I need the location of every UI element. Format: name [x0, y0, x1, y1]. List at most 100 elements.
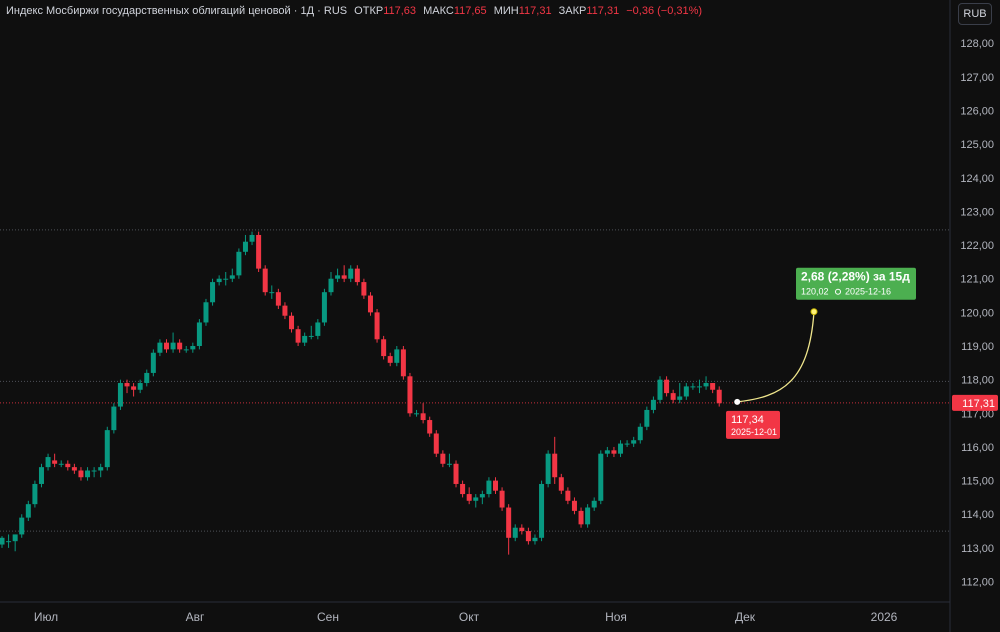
candle-body [427, 420, 433, 434]
candle [98, 463, 104, 478]
candle-body [131, 386, 137, 390]
candle-body [618, 443, 624, 454]
candle [210, 278, 216, 306]
candle [657, 376, 663, 404]
candle [85, 467, 91, 481]
candle-body [328, 278, 334, 293]
price-tick-label: 124,00 [960, 173, 994, 185]
price-tick-label: 116,00 [961, 442, 994, 454]
candle-body [493, 480, 498, 491]
candle-body [65, 463, 71, 468]
candle-body [25, 504, 31, 518]
low-label: МИН [493, 5, 519, 17]
candle [400, 346, 406, 380]
candle [249, 231, 255, 246]
high-value: 117,65 [453, 5, 487, 17]
candle [703, 376, 709, 390]
candle [170, 332, 176, 353]
candle [104, 426, 110, 471]
candle [585, 504, 591, 528]
candle-body [558, 477, 564, 491]
candle-body [348, 268, 354, 279]
candle [453, 460, 459, 488]
candle-body [677, 396, 683, 400]
candle [183, 346, 189, 353]
candle-body [341, 275, 347, 279]
candle-body [716, 389, 722, 404]
candle-body [650, 399, 656, 410]
candle [19, 514, 25, 538]
price-tick-label: 127,00 [960, 72, 994, 84]
candle [591, 497, 597, 511]
candle-body [453, 463, 459, 484]
candle-body [45, 457, 51, 468]
candle-body [637, 426, 643, 441]
candle [460, 480, 466, 498]
candle-body [249, 234, 255, 242]
candle-body [585, 507, 591, 525]
candle-body [525, 531, 531, 542]
candle-body [374, 312, 380, 340]
currency-button[interactable]: RUB [958, 3, 992, 25]
candle-body [512, 527, 518, 538]
candle [387, 352, 393, 367]
candle-body [400, 349, 406, 377]
candle [565, 487, 571, 505]
candle [440, 450, 446, 468]
candle [177, 339, 183, 353]
candle-body [565, 490, 571, 501]
candle [302, 332, 308, 347]
candle-body [611, 450, 617, 454]
projection-start-box [726, 410, 780, 439]
time-tick-label: Сен [317, 610, 339, 624]
projection-start-price: 117,34 [731, 414, 764, 426]
candle [223, 271, 229, 286]
candle-body [275, 292, 281, 306]
candle-body [703, 383, 709, 387]
candle [328, 271, 334, 296]
candle [552, 436, 558, 484]
price-tick-label: 113,00 [961, 543, 994, 555]
exchange-label: RUS [323, 5, 348, 17]
candle [466, 487, 472, 505]
symbol-header: Индекс Мосбиржи государственных облигаци… [6, 5, 703, 17]
candle-body [361, 282, 367, 296]
candle-body [710, 383, 716, 390]
candle-body [539, 483, 545, 538]
candle [196, 319, 202, 350]
candle [335, 268, 341, 283]
candle [578, 507, 584, 528]
candle [137, 379, 143, 394]
candle [236, 248, 242, 279]
candle-body [203, 302, 209, 323]
candle-body [519, 527, 525, 532]
time-tick-label: 2026 [871, 610, 898, 624]
candle [25, 500, 31, 521]
price-tick-label: 128,00 [960, 38, 994, 50]
candle [348, 265, 354, 283]
price-tick-label: 120,00 [960, 307, 994, 319]
candle [598, 450, 604, 505]
candle-body [387, 356, 393, 363]
candle [91, 467, 97, 478]
candle-body [177, 342, 183, 350]
candle-body [479, 494, 485, 498]
candle-body [269, 292, 275, 294]
candle-body [433, 433, 439, 454]
candle [696, 379, 702, 394]
candle [604, 446, 610, 458]
price-tick-label: 115,00 [961, 476, 994, 488]
candle-body [532, 537, 538, 542]
candle [420, 403, 426, 424]
candle [664, 376, 670, 397]
candle [683, 383, 689, 400]
projection-start-dot [734, 398, 741, 405]
candle [282, 302, 288, 320]
candle-body [38, 467, 44, 484]
candle-body [604, 450, 610, 454]
candle [341, 265, 347, 283]
candle-body [631, 440, 637, 444]
candle [164, 339, 169, 353]
candle-body [696, 386, 702, 388]
